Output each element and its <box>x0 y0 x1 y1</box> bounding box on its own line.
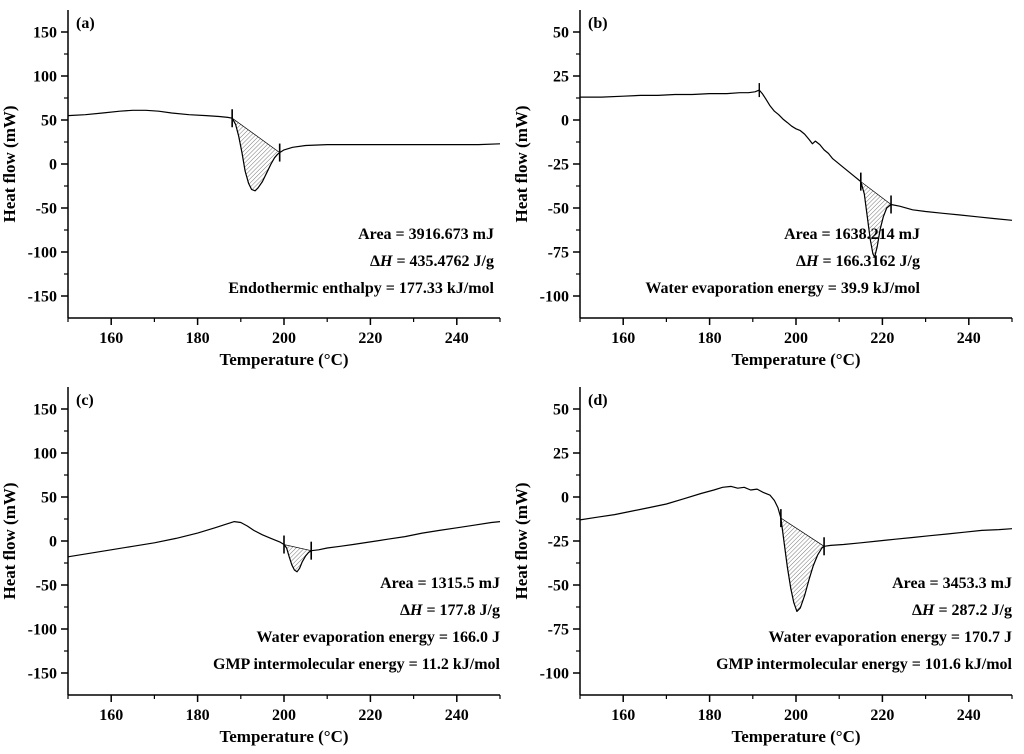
x-tick-label: 220 <box>870 330 894 347</box>
x-tick-label: 180 <box>698 330 722 347</box>
y-tick-label: -100 <box>540 666 569 683</box>
panel-a-chart: 160 180 200 220 240 150 100 50 0 -50 -100 -150 Tempe… <box>0 10 501 369</box>
peak-hatch-area <box>860 180 892 259</box>
y-tick-label: -75 <box>548 245 569 262</box>
y-tick-label: 50 <box>41 113 57 130</box>
annotation-line: ΔH = 166.3162 J/g <box>796 253 920 270</box>
y-tick-label: 0 <box>49 534 57 551</box>
y-tick-label: 0 <box>561 490 569 507</box>
x-tick-label: 160 <box>611 707 635 724</box>
dsc-curve <box>579 485 1013 612</box>
panel-label: (d) <box>588 392 608 409</box>
panel-d-chart: 160 180 200 220 240 50 25 0 -25 -50 -75 -100 Tempera… <box>512 387 1013 746</box>
x-tick-label: 200 <box>784 330 808 347</box>
dsc-curve <box>580 89 1013 258</box>
y-tick-label: 25 <box>553 69 569 86</box>
x-tick-label: 160 <box>99 707 123 724</box>
panel-b-chart: 160 180 200 220 240 50 25 0 -25 -50 -75 -100 Tempera… <box>512 10 1013 369</box>
y-tick-label: -75 <box>548 622 569 639</box>
y-ticks: 150 100 50 0 -50 -100 -150 <box>28 25 68 306</box>
y-tick-label: -150 <box>28 666 57 683</box>
x-tick-label: 200 <box>784 707 808 724</box>
y-axis-title: Heat flow (mW) <box>0 482 19 599</box>
annotation-line: Water evaporation energy = 166.0 J <box>257 629 500 646</box>
x-tick-label: 180 <box>186 707 210 724</box>
x-ticks: 160 180 200 220 240 <box>67 318 501 347</box>
annotation-line: Area = 1315.5 mJ <box>380 575 500 592</box>
x-tick-label: 240 <box>957 707 981 724</box>
y-tick-label: -100 <box>28 622 57 639</box>
panel-label: (a) <box>76 15 95 32</box>
y-tick-label: -100 <box>540 289 569 306</box>
y-tick-label: 150 <box>33 25 57 42</box>
y-ticks: 50 25 0 -25 -50 -75 -100 <box>540 402 580 683</box>
x-tick-label: 160 <box>611 330 635 347</box>
y-tick-label: -50 <box>36 578 57 595</box>
dsc-curve <box>67 109 501 192</box>
annotation-line: Area = 3916.673 mJ <box>358 226 494 243</box>
x-tick-label: 240 <box>957 330 981 347</box>
y-tick-label: 50 <box>553 25 569 42</box>
y-tick-label: -25 <box>548 534 569 551</box>
annotation-line: ΔH = 435.4762 J/g <box>370 253 494 270</box>
peak-hatch-area <box>231 117 281 192</box>
peak-hatch-area <box>283 543 313 573</box>
panel-a: 160 180 200 220 240 150 100 50 0 -50 -100 -150 Tempe… <box>0 0 512 377</box>
x-tick-label: 220 <box>870 707 894 724</box>
x-ticks: 160 180 200 220 240 <box>67 695 501 724</box>
y-tick-label: -50 <box>548 578 569 595</box>
y-tick-label: 100 <box>33 446 57 463</box>
annotation-line: Water evaporation energy = 39.9 kJ/mol <box>645 280 920 297</box>
annotation-line: ΔH = 177.8 J/g <box>400 602 500 619</box>
annotation-line: ΔH = 287.2 J/g <box>912 602 1012 619</box>
annotation-line: Area = 1638.214 mJ <box>784 226 920 243</box>
x-axis-title: Temperature (°C) <box>219 727 348 746</box>
x-tick-label: 220 <box>358 707 382 724</box>
panel-d: 160 180 200 220 240 50 25 0 -25 -50 -75 -100 Tempera… <box>512 377 1024 754</box>
x-axis-title: Temperature (°C) <box>731 727 860 746</box>
annotation-line: GMP intermolecular energy = 101.6 kJ/mol <box>716 656 1012 673</box>
y-axis-title: Heat flow (mW) <box>512 105 531 222</box>
panel-label: (c) <box>76 392 94 409</box>
x-tick-label: 240 <box>445 330 469 347</box>
y-tick-label: 150 <box>33 402 57 419</box>
y-axis-title: Heat flow (mW) <box>512 482 531 599</box>
annotation-line: Endothermic enthalpy = 177.33 kJ/mol <box>228 280 494 297</box>
panel-c-chart: 160 180 200 220 240 150 100 50 0 -50 -100 -150 Tempe… <box>0 387 501 746</box>
x-axis-title: Temperature (°C) <box>731 350 860 369</box>
y-tick-label: -50 <box>36 201 57 218</box>
x-tick-label: 240 <box>445 707 469 724</box>
y-ticks: 150 100 50 0 -50 -100 -150 <box>28 402 68 683</box>
y-tick-label: -150 <box>28 289 57 306</box>
annotation-line: Water evaporation energy = 170.7 J <box>769 629 1012 646</box>
y-tick-label: -50 <box>548 201 569 218</box>
y-tick-label: 0 <box>49 157 57 174</box>
panel-b: 160 180 200 220 240 50 25 0 -25 -50 -75 -100 Tempera… <box>512 0 1024 377</box>
x-tick-label: 180 <box>698 707 722 724</box>
y-tick-label: 50 <box>553 402 569 419</box>
x-ticks: 160 180 200 220 240 <box>579 318 1013 347</box>
x-axis-title: Temperature (°C) <box>219 350 348 369</box>
x-tick-label: 200 <box>272 707 296 724</box>
x-tick-label: 220 <box>358 330 382 347</box>
dsc-curve <box>67 521 501 573</box>
x-ticks: 160 180 200 220 240 <box>579 695 1013 724</box>
x-tick-label: 160 <box>99 330 123 347</box>
y-tick-label: 0 <box>561 113 569 130</box>
y-ticks: 50 25 0 -25 -50 -75 -100 <box>540 25 580 306</box>
y-tick-label: 50 <box>41 490 57 507</box>
annotation-line: Area = 3453.3 mJ <box>892 575 1012 592</box>
panel-label: (b) <box>588 15 608 32</box>
y-tick-label: -25 <box>548 157 569 174</box>
panel-c: 160 180 200 220 240 150 100 50 0 -50 -100 -150 Tempe… <box>0 377 512 754</box>
y-tick-label: -100 <box>28 245 57 262</box>
x-tick-label: 200 <box>272 330 296 347</box>
x-tick-label: 180 <box>186 330 210 347</box>
y-tick-label: 25 <box>553 446 569 463</box>
y-axis-title: Heat flow (mW) <box>0 105 19 222</box>
annotation-line: GMP intermolecular energy = 11.2 kJ/mol <box>213 656 501 673</box>
y-tick-label: 100 <box>33 69 57 86</box>
